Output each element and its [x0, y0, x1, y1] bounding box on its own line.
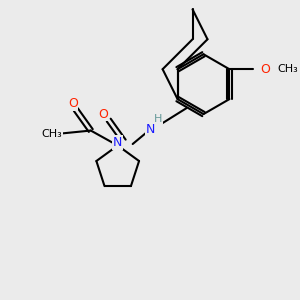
- Text: O: O: [68, 97, 78, 110]
- Text: CH₃: CH₃: [41, 128, 62, 139]
- Text: CH₃: CH₃: [278, 64, 298, 74]
- Text: N: N: [113, 136, 122, 149]
- Text: H: H: [154, 114, 162, 124]
- Text: O: O: [260, 63, 270, 76]
- Text: O: O: [98, 108, 108, 121]
- Text: N: N: [146, 123, 155, 136]
